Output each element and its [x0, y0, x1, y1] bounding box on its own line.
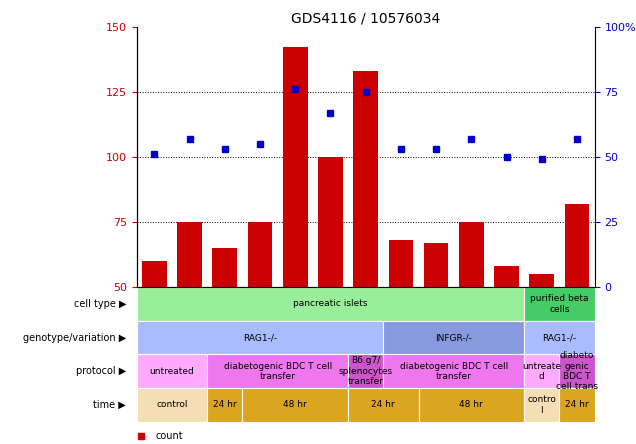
Bar	[524, 321, 595, 354]
Bar	[389, 240, 413, 287]
Bar	[354, 71, 378, 287]
Text: time ▶: time ▶	[93, 400, 126, 410]
Bar	[384, 321, 524, 354]
Text: control: control	[156, 400, 188, 409]
Text: INFGR-/-: INFGR-/-	[435, 333, 472, 342]
Bar	[137, 321, 384, 354]
Text: 24 hr: 24 hr	[213, 400, 237, 409]
Text: contro
l: contro l	[527, 395, 556, 415]
Bar	[348, 354, 384, 388]
Text: genotype/variation ▶: genotype/variation ▶	[23, 333, 126, 343]
Text: pancreatic islets: pancreatic islets	[293, 299, 368, 309]
Bar	[418, 388, 524, 422]
Text: protocol ▶: protocol ▶	[76, 366, 126, 376]
Bar	[137, 287, 524, 321]
Bar	[524, 354, 560, 388]
Bar	[384, 354, 524, 388]
Text: count: count	[155, 431, 183, 441]
Title: GDS4116 / 10576034: GDS4116 / 10576034	[291, 12, 440, 25]
Bar	[137, 388, 207, 422]
Bar	[494, 266, 519, 287]
Text: diabetogenic BDC T cell
transfer: diabetogenic BDC T cell transfer	[399, 361, 508, 381]
Bar	[530, 274, 554, 287]
Bar	[565, 204, 590, 287]
Text: untreate
d: untreate d	[522, 361, 562, 381]
Bar	[247, 222, 272, 287]
Text: 24 hr: 24 hr	[565, 400, 589, 409]
Bar	[137, 354, 207, 388]
Bar	[318, 157, 343, 287]
Bar	[459, 222, 484, 287]
Bar	[177, 222, 202, 287]
Text: diabetogenic BDC T cell
transfer: diabetogenic BDC T cell transfer	[223, 361, 332, 381]
Bar	[348, 388, 418, 422]
Bar	[242, 388, 348, 422]
Text: 48 hr: 48 hr	[459, 400, 483, 409]
Text: untreated: untreated	[149, 367, 195, 376]
Text: 24 hr: 24 hr	[371, 400, 395, 409]
Bar	[207, 388, 242, 422]
Bar	[560, 354, 595, 388]
Bar	[424, 243, 448, 287]
Text: 48 hr: 48 hr	[284, 400, 307, 409]
Bar	[524, 388, 560, 422]
Bar	[207, 354, 348, 388]
Text: RAG1-/-: RAG1-/-	[243, 333, 277, 342]
Bar	[524, 287, 595, 321]
Bar	[283, 48, 308, 287]
Text: RAG1-/-: RAG1-/-	[543, 333, 576, 342]
Text: cell type ▶: cell type ▶	[74, 299, 126, 309]
Bar	[142, 261, 167, 287]
Text: B6.g7/
splenocytes
transfer: B6.g7/ splenocytes transfer	[338, 357, 393, 386]
Bar	[212, 248, 237, 287]
Text: purified beta
cells: purified beta cells	[530, 294, 589, 313]
Text: diabeto
genic
BDC T
cell trans: diabeto genic BDC T cell trans	[556, 351, 598, 391]
Bar	[560, 388, 595, 422]
